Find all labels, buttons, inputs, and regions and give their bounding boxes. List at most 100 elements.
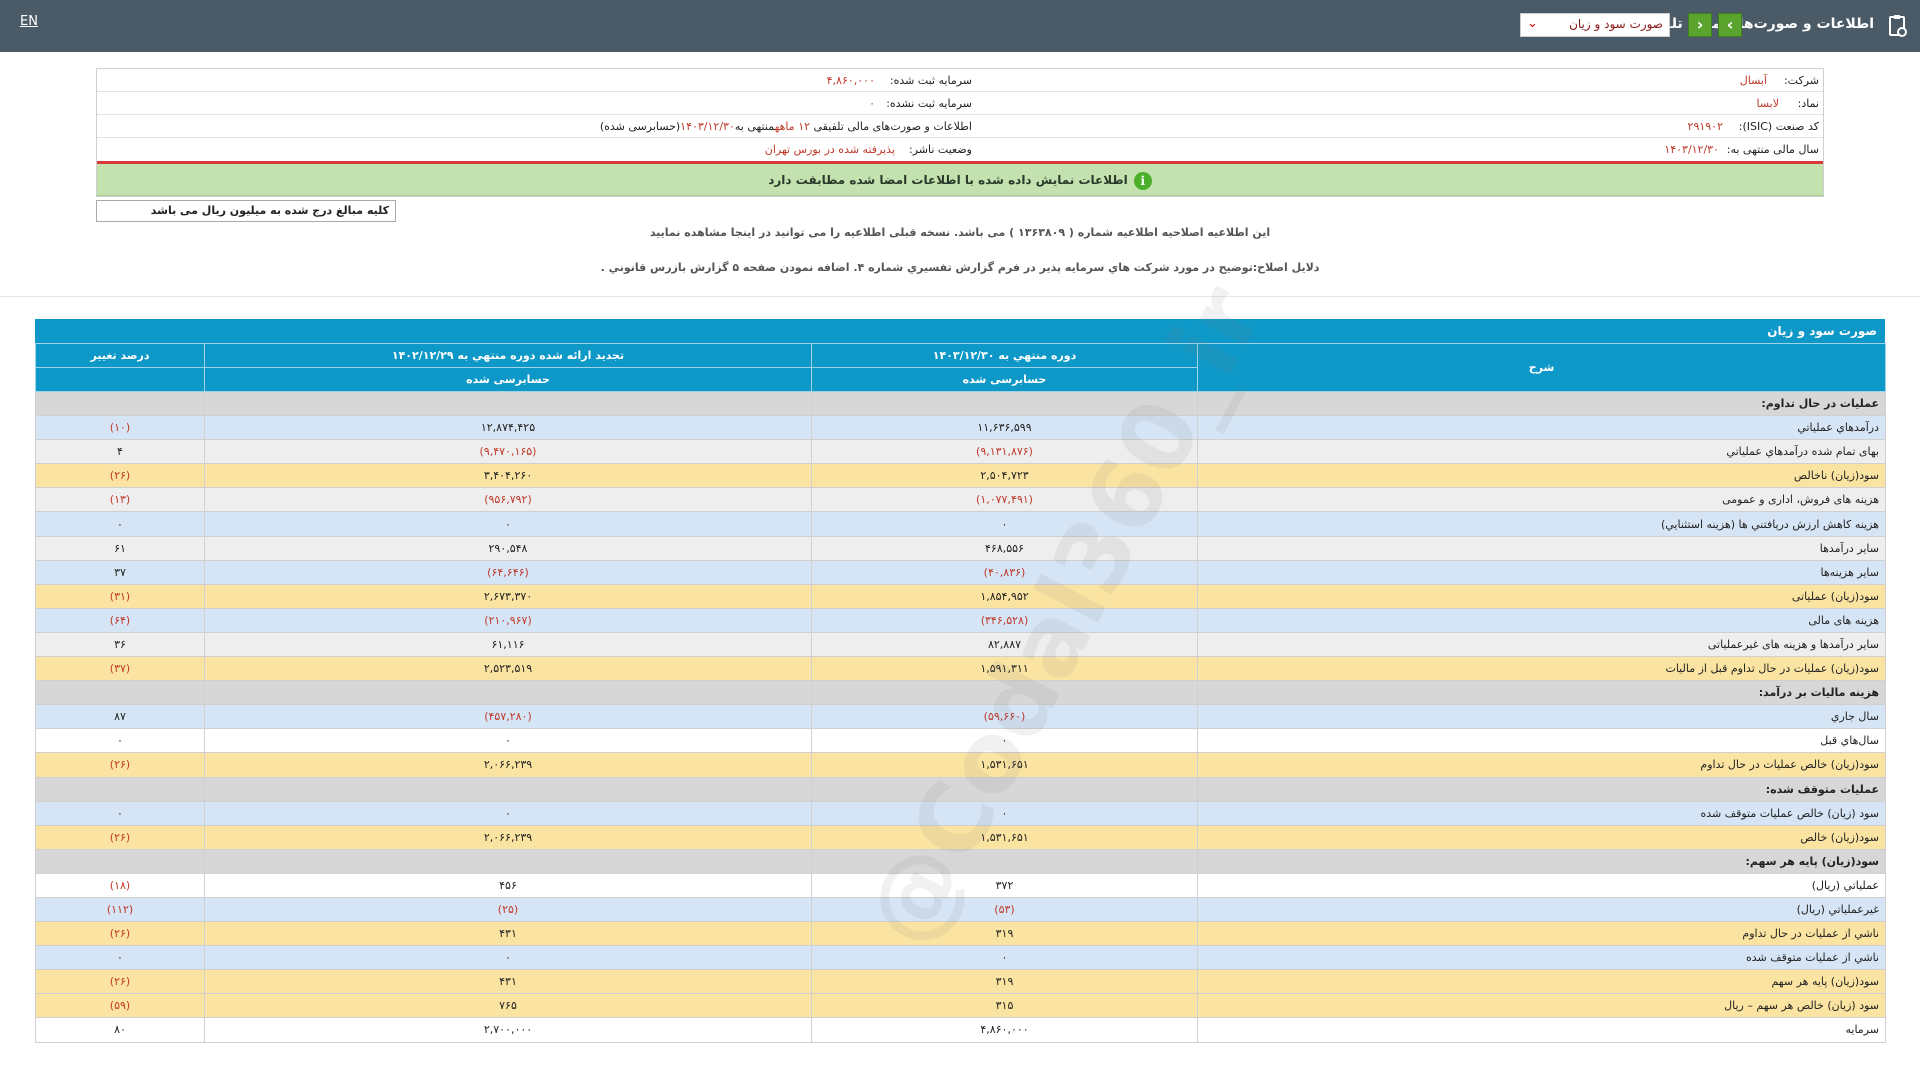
table-row: عملياتي (ريال) ۳۷۲ ۴۵۶ (۱۸)	[35, 872, 1886, 898]
table-row: ساير درآمدها و هزينه هاى غيرعملياتى ۸۲,۸۸…	[35, 631, 1886, 658]
row-change-percent: ۰	[35, 511, 205, 537]
row-previous-value: ۱۲,۸۷۴,۴۲۵	[204, 415, 812, 441]
table-row: هزينه هاى مالى (۳۴۶,۵۲۸) (۲۱۰,۹۶۷) (۶۴)	[35, 607, 1886, 633]
row-current-value: ۴,۸۶۰,۰۰۰	[811, 1017, 1198, 1043]
row-previous-value: ۴۵۶	[204, 872, 812, 898]
row-change-percent: ۴	[35, 439, 205, 465]
column-header-current: دوره منتهي به ۱۴۰۳/۱۲/۳۰	[811, 343, 1198, 368]
row-description: سود (زيان) خالص هر سهم – ريال	[1197, 993, 1886, 1019]
section-header-row: هزينه ماليات بر درآمد:	[35, 680, 1886, 706]
subheader-current: حسابرسی شده	[811, 367, 1198, 392]
row-description: غيرعملياتي (ريال)	[1197, 896, 1886, 923]
row-previous-value: (۲۱۰,۹۶۷)	[204, 607, 812, 633]
registered-capital-label: سرمایه ثبت شده:	[889, 74, 972, 87]
row-change-percent	[35, 680, 205, 706]
row-current-value	[811, 390, 1198, 417]
row-description: ساير درآمدها و هزينه هاى غيرعملياتى	[1197, 631, 1886, 658]
row-current-value: ۱,۸۵۴,۹۵۲	[811, 583, 1198, 609]
row-change-percent: (۶۴)	[35, 607, 205, 633]
unit-note: کلیه مبالغ درج شده به میلیون ریال می باش…	[96, 200, 396, 222]
row-description: هزينه کاهش ارزش دريافتني ها (هزينه استثن…	[1197, 511, 1886, 537]
row-current-value	[811, 776, 1198, 802]
row-current-value: ۱۱,۶۳۶,۵۹۹	[811, 415, 1198, 441]
next-button[interactable]: ›	[1688, 13, 1712, 37]
column-header-description: شرح	[1197, 343, 1886, 392]
row-current-value: ۰	[811, 728, 1198, 754]
row-previous-value: ۷۶۵	[204, 993, 812, 1019]
publisher-status-value: پذیرفته شده در بورس تهران	[764, 143, 895, 156]
row-previous-value	[204, 390, 812, 417]
chevron-down-icon: ⌄	[1527, 16, 1538, 31]
row-change-percent: (۲۶)	[35, 921, 205, 947]
row-current-value: ۸۲,۸۸۷	[811, 631, 1198, 658]
row-previous-value: (۶۴,۶۴۶)	[204, 559, 812, 585]
table-row: سرمایه ۴,۸۶۰,۰۰۰ ۲,۷۰۰,۰۰۰ ۸۰	[35, 1017, 1886, 1043]
row-current-value: (۹,۱۳۱,۸۷۶)	[811, 439, 1198, 465]
table-row: درآمدهاي عملیاتي ۱۱,۶۳۶,۵۹۹ ۱۲,۸۷۴,۴۲۵ (۱۰)	[35, 415, 1886, 441]
row-previous-value	[204, 848, 812, 874]
row-description: هزينه ماليات بر درآمد:	[1197, 680, 1886, 706]
row-change-percent: ۰	[35, 800, 205, 826]
section-header-row: عملیات در حال تداوم:	[35, 390, 1886, 417]
table-row: ساير درآمدها ۴۶۸,۵۵۶ ۲۹۰,۵۴۸ ۶۱	[35, 535, 1886, 561]
report-type-select[interactable]: صورت سود و زیان ⌄	[1520, 13, 1670, 37]
row-description: عملیات در حال تداوم:	[1197, 390, 1886, 417]
row-change-percent: (۲۶)	[35, 824, 205, 850]
row-description: سود(زيان) ناخالص	[1197, 463, 1886, 489]
table-row: سود (زيان) خالص عمليات متوقف شده ۰ ۰ ۰	[35, 800, 1886, 826]
previous-button[interactable]: ‹	[1718, 13, 1742, 37]
registered-capital-value: ۴,۸۶۰,۰۰۰	[826, 74, 875, 87]
row-description: سود(زيان) پايه هر سهم:	[1197, 848, 1886, 874]
row-current-value: ۲,۵۰۴,۷۲۳	[811, 463, 1198, 489]
info-row-fiscal-year: سال مالی منتهی به: ۱۴۰۳/۱۲/۳۰ وضعیت ناشر…	[97, 138, 1823, 161]
symbol-value: لابسا	[1756, 97, 1780, 110]
row-description: سال‌هاي قبل	[1197, 728, 1886, 754]
row-previous-value	[204, 776, 812, 802]
row-previous-value: ۴۳۱	[204, 969, 812, 995]
row-previous-value: ۰	[204, 800, 812, 826]
company-value: آبسال	[1739, 74, 1767, 87]
row-previous-value: (۲۵)	[204, 896, 812, 923]
income-statement: صورت سود و زیان شرح دوره منتهي به ۱۴۰۳/۱…	[35, 319, 1886, 1043]
column-header-change: درصد تغییر	[35, 343, 205, 368]
row-previous-value: (۴۵۷,۲۸۰)	[204, 704, 812, 730]
table-row: سود(زيان) پايه هر سهم ۳۱۹ ۴۳۱ (۲۶)	[35, 969, 1886, 995]
row-current-value: ۳۱۹	[811, 921, 1198, 947]
row-description: سود (زيان) خالص عمليات متوقف شده	[1197, 800, 1886, 826]
row-change-percent	[35, 776, 205, 802]
info-row-symbol: نماد: لابسا سرمایه ثبت نشده: ۰	[97, 92, 1823, 115]
info-row-company: شرکت: آبسال سرمایه ثبت شده: ۴,۸۶۰,۰۰۰	[97, 69, 1823, 92]
info-row-isic: کد صنعت (ISIC): ۲۹۱۹۰۲ اطلاعات و صورت‌ها…	[97, 115, 1823, 138]
row-current-value: ۰	[811, 800, 1198, 826]
table-row: غيرعملياتي (ريال) (۵۳) (۲۵) (۱۱۲)	[35, 896, 1886, 923]
row-current-value: (۴۰,۸۳۶)	[811, 559, 1198, 585]
clipboard-settings-icon	[1888, 14, 1908, 38]
amendment-notice[interactable]: این اطلاعیه اصلاحیه اطلاعیه شماره ( ۱۳۶۳…	[649, 226, 1271, 239]
row-current-value: (۵۳)	[811, 896, 1198, 923]
section-header-row: عمليات متوقف شده:	[35, 776, 1886, 802]
divider	[97, 161, 1823, 164]
row-description: سود(زيان) پايه هر سهم	[1197, 969, 1886, 995]
row-change-percent: ۶۱	[35, 535, 205, 561]
row-description: ناشي از عمليات در حال تداوم	[1197, 921, 1886, 947]
fiscal-year-value: ۱۴۰۳/۱۲/۳۰	[1664, 143, 1719, 156]
row-current-value: ۰	[811, 945, 1198, 971]
row-change-percent: (۳۱)	[35, 583, 205, 609]
table-row: بهاى تمام شده درآمدهاي عملیاتي (۹,۱۳۱,۸۷۶…	[35, 439, 1886, 465]
company-label: شرکت:	[1783, 74, 1819, 87]
row-previous-value: (۹۵۶,۷۹۲)	[204, 487, 812, 513]
row-description: درآمدهاي عملیاتي	[1197, 415, 1886, 441]
row-current-value: ۱,۵۳۱,۶۵۱	[811, 752, 1198, 778]
row-change-percent: ۰	[35, 728, 205, 754]
row-description: سرمایه	[1197, 1017, 1886, 1043]
row-current-value: (۵۹,۶۶۰)	[811, 704, 1198, 730]
info-icon: i	[1133, 171, 1152, 190]
row-previous-value: ۲,۰۶۶,۲۳۹	[204, 824, 812, 850]
row-description: سال جاري	[1197, 704, 1886, 730]
match-banner: i اطلاعات نمایش داده شده با اطلاعات امضا …	[97, 164, 1823, 196]
table-row: سود(زيان) خالص ۱,۵۳۱,۶۵۱ ۲,۰۶۶,۲۳۹ (۲۶)	[35, 824, 1886, 850]
chevron-left-icon: ‹	[1726, 15, 1734, 34]
row-description: هزينه هاى فروش، ادارى و عمومى	[1197, 487, 1886, 513]
language-toggle[interactable]: EN	[20, 14, 38, 29]
company-info-panel: شرکت: آبسال سرمایه ثبت شده: ۴,۸۶۰,۰۰۰ نم…	[96, 68, 1824, 197]
